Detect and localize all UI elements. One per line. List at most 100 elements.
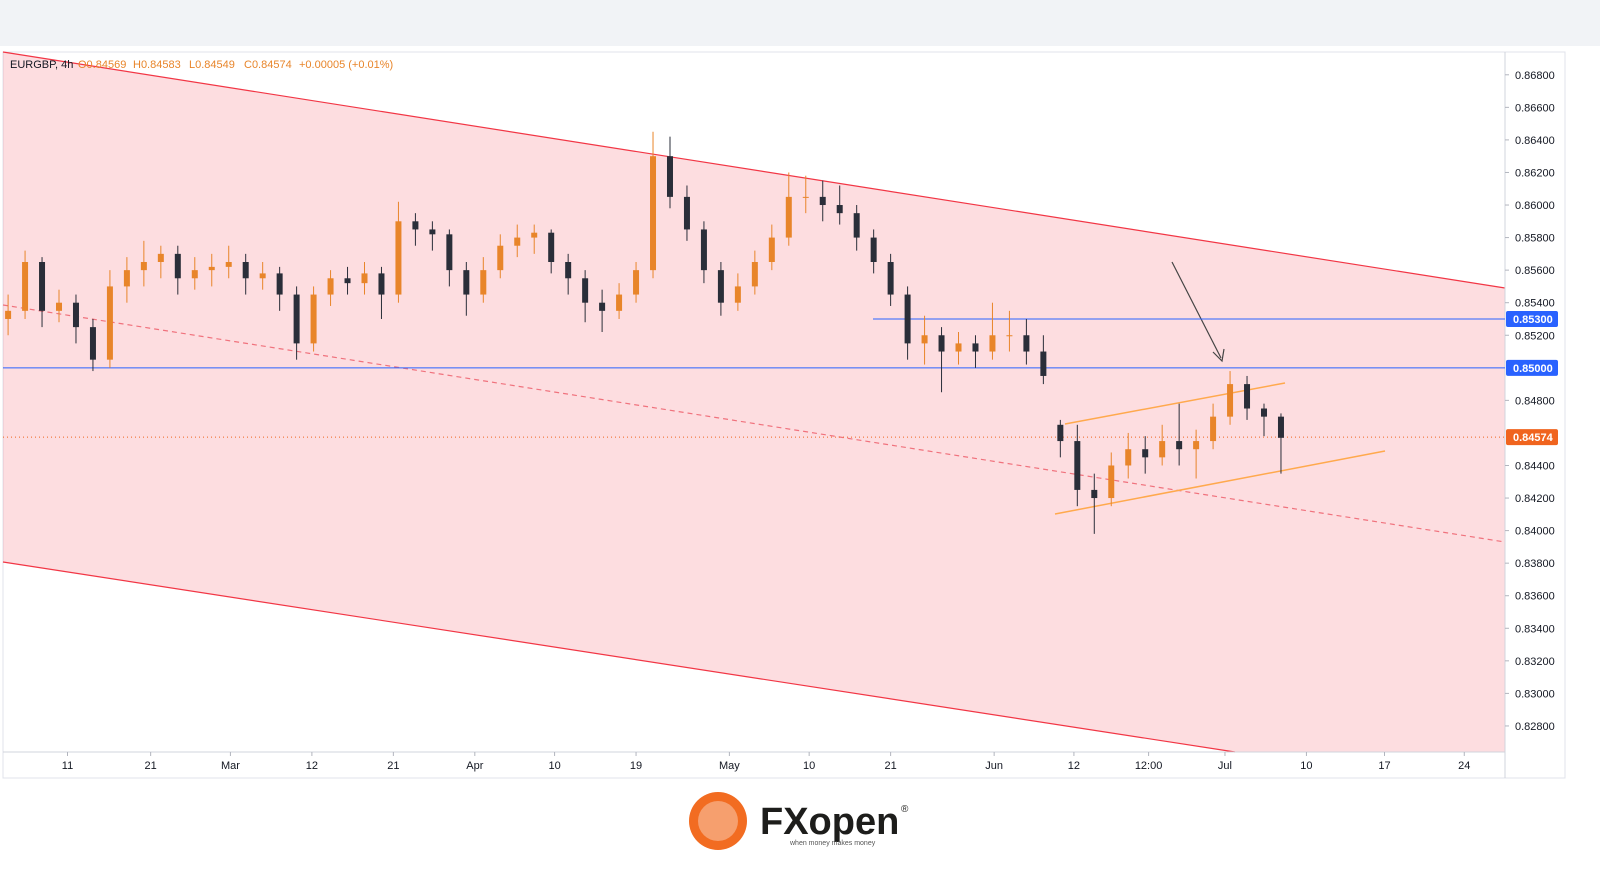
x-tick-label: Mar <box>221 760 240 772</box>
candle-body <box>853 213 860 238</box>
level-label: 0.85300 <box>1513 314 1553 326</box>
candle-body <box>412 221 419 230</box>
candle-body <box>633 270 640 295</box>
candle-body <box>327 278 334 295</box>
candle-body <box>208 266 215 271</box>
candle-body <box>293 294 300 344</box>
candle-body <box>89 327 96 360</box>
candle-body <box>1125 449 1132 466</box>
y-tick-label: 0.84400 <box>1515 460 1555 472</box>
candle-body <box>785 196 792 238</box>
candle-body <box>1210 416 1217 442</box>
candle-body <box>1006 335 1013 337</box>
candle-body <box>870 237 877 262</box>
candle-body <box>904 294 911 344</box>
level-label-bg <box>1506 310 1558 327</box>
y-tick-label: 0.86400 <box>1515 135 1555 147</box>
candle-body <box>921 335 928 344</box>
candle-body <box>123 270 130 287</box>
x-tick-label: Apr <box>466 760 483 772</box>
logo-registered: ® <box>901 804 909 815</box>
x-tick-label: 24 <box>1458 760 1470 772</box>
candle-body <box>310 294 317 344</box>
candle-body <box>1176 441 1183 450</box>
candle-body <box>955 343 962 352</box>
y-tick-label: 0.85800 <box>1515 233 1555 245</box>
y-tick-label: 0.83200 <box>1515 656 1555 668</box>
header-high: H0.84583 <box>133 59 181 71</box>
candle-body <box>140 262 147 271</box>
candle-body <box>72 302 79 328</box>
candle-body <box>22 262 29 311</box>
candle-body <box>56 302 63 311</box>
candle-body <box>666 156 673 197</box>
candle-body <box>734 286 741 303</box>
header-symbol: EURGBP, 4h <box>10 59 73 71</box>
x-tick-label: 12:00 <box>1135 760 1163 772</box>
x-tick-label: 17 <box>1378 760 1390 772</box>
candles <box>5 131 1284 534</box>
candle-body <box>106 286 113 360</box>
channel-bottom <box>2 561 1236 753</box>
candle-body <box>989 335 996 352</box>
candle-body <box>1227 384 1234 417</box>
candle-body <box>191 270 198 279</box>
header-close: C0.84574 <box>244 59 292 71</box>
candle-body <box>446 234 453 271</box>
candle-body <box>480 270 487 295</box>
candle-body <box>650 156 657 271</box>
candle-body <box>395 221 402 295</box>
y-tick-label: 0.84800 <box>1515 395 1555 407</box>
candle-body <box>429 229 436 235</box>
y-tick-label: 0.85400 <box>1515 298 1555 310</box>
candle-body <box>174 253 181 279</box>
x-tick-label: May <box>719 760 740 772</box>
level-label: 0.85000 <box>1513 363 1553 375</box>
red-channel <box>3 52 1505 752</box>
candle-body <box>887 262 894 295</box>
candle-body <box>39 262 46 311</box>
candle-body <box>548 232 555 262</box>
x-tick-label: 10 <box>803 760 815 772</box>
candle-body <box>276 273 283 295</box>
y-tick-label: 0.84000 <box>1515 526 1555 538</box>
y-tick-label: 0.86600 <box>1515 102 1555 114</box>
candle-body <box>1159 441 1166 458</box>
x-tick-label: 21 <box>884 760 896 772</box>
chart-frame <box>2 51 1566 779</box>
y-tick-label: 0.83000 <box>1515 688 1555 700</box>
y-tick-label: 0.85600 <box>1515 265 1555 277</box>
candle-body <box>751 262 758 287</box>
logo-emblem <box>689 792 747 850</box>
candle-body <box>1244 384 1251 409</box>
candle-body <box>565 262 572 279</box>
y-tick-label: 0.83600 <box>1515 591 1555 603</box>
candle-body <box>1108 465 1115 499</box>
x-tick-label: 21 <box>387 760 399 772</box>
footer-band <box>0 780 1600 879</box>
candle-body <box>768 237 775 262</box>
y-tick-label: 0.86200 <box>1515 167 1555 179</box>
arrow-head <box>1212 348 1225 363</box>
channel-mid <box>2 304 1506 543</box>
candle-body <box>514 237 521 246</box>
channel-top <box>2 51 1506 289</box>
x-tick-label: 19 <box>630 760 642 772</box>
candle-body <box>1142 449 1149 458</box>
candle-body <box>717 270 724 303</box>
header-open: O0.84569 <box>78 59 126 71</box>
last-price-label: 0.84574 <box>1513 432 1554 444</box>
candle-body <box>259 273 266 279</box>
top-band <box>0 0 1600 46</box>
candle-body <box>344 278 351 284</box>
orange-channel-bottom <box>1054 450 1386 515</box>
candle-body <box>700 229 707 271</box>
x-tick-label: 12 <box>1068 760 1080 772</box>
y-tick-label: 0.83800 <box>1515 558 1555 570</box>
x-tick-label: Jul <box>1218 760 1232 772</box>
logo: FXopen ® when money makes money <box>689 792 909 850</box>
x-tick-label: 10 <box>548 760 560 772</box>
candle-body <box>938 335 945 352</box>
